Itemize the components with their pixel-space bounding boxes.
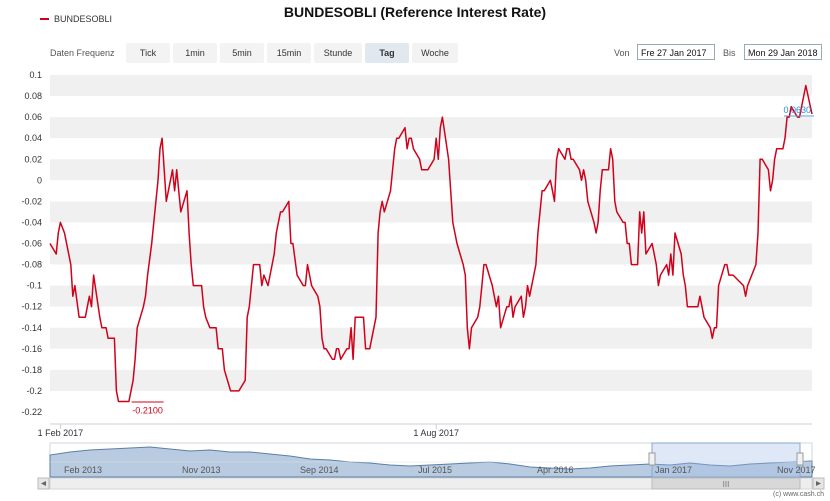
navigator-label: Feb 2013 — [64, 465, 102, 475]
scrollbar-right-button[interactable] — [812, 477, 825, 490]
plot-band — [50, 369, 812, 391]
plot-band — [50, 138, 812, 160]
freq-button-woche[interactable]: Woche — [412, 43, 458, 63]
y-axis: 0.1 0.08 0.06 0.04 0.02 0 -0.02 -0.04 -0.06 -0.08… — [21, 70, 42, 417]
navigator-label: Jan 2017 — [655, 465, 692, 475]
x-tick-label: 1 Aug 2017 — [413, 428, 459, 438]
chart-legend[interactable]: BUNDESOBLI — [40, 14, 112, 24]
navigator-label: Jul 2015 — [418, 465, 452, 475]
plot-band — [50, 159, 812, 181]
freq-button-15min[interactable]: 15min — [267, 43, 311, 63]
scroll-left-arrow-icon — [41, 481, 46, 486]
navigator-labels: Feb 2013 Nov 2013 Sep 2014 Jul 2015 Apr 2016… — [50, 461, 816, 475]
y-tick-label: 0.1 — [29, 70, 42, 80]
series-layer — [49, 84, 813, 403]
navigator-handle-right[interactable] — [796, 452, 804, 466]
y-tick-label: 0.06 — [24, 112, 42, 122]
y-tick-label: 0.02 — [24, 154, 42, 164]
plot-band — [50, 96, 812, 118]
legend-label: BUNDESOBLI — [54, 14, 113, 24]
scrollbar-grip-icon: III — [723, 480, 730, 489]
x-tick-label: 1 Feb 2017 — [38, 428, 84, 438]
y-tick-label: -0.2 — [26, 386, 42, 396]
y-tick-label: -0.08 — [21, 260, 42, 270]
y-tick-label: -0.1 — [26, 281, 42, 291]
y-tick-label: -0.22 — [21, 407, 42, 417]
freq-button-tick[interactable]: Tick — [126, 43, 170, 63]
scrollbar-thumb[interactable] — [651, 477, 801, 490]
plot-band — [50, 264, 812, 286]
y-tick-label: -0.18 — [21, 365, 42, 375]
last-value-label: 0.0630 — [783, 105, 811, 115]
plot-band — [50, 285, 812, 307]
annotations: -0.2100 0.0630 — [131, 105, 814, 415]
plot-band — [50, 306, 812, 328]
freq-button-1min[interactable]: 1min — [173, 43, 217, 63]
plot-band — [50, 390, 812, 412]
navigator-label: Nov 2017 — [777, 465, 816, 475]
y-tick-label: 0.04 — [24, 133, 42, 143]
legend-swatch — [40, 18, 49, 20]
freq-button-tag[interactable]: Tag — [365, 43, 409, 63]
plot-band — [50, 222, 812, 244]
plot-band — [50, 180, 812, 202]
x-axis: 1 Feb 2017 1 Aug 2017 — [38, 423, 812, 438]
y-tick-label: -0.12 — [21, 302, 42, 312]
min-value-label: -0.2100 — [132, 405, 163, 415]
y-tick-label: -0.02 — [21, 196, 42, 206]
frequency-label: Daten Frequenz — [50, 48, 115, 58]
navigator: Feb 2013 Nov 2013 Sep 2014 Jul 2015 Apr 2016… — [37, 442, 825, 490]
plot-band — [50, 243, 812, 265]
plot-band — [50, 201, 812, 223]
freq-button-stunde[interactable]: Stunde — [314, 43, 362, 63]
freq-button-5min[interactable]: 5min — [220, 43, 264, 63]
to-date-input[interactable]: Mon 29 Jan 2018 — [744, 44, 822, 60]
navigator-label: Sep 2014 — [300, 465, 339, 475]
plot-band — [50, 117, 812, 139]
y-tick-label: -0.04 — [21, 217, 42, 227]
from-date-input[interactable]: Fre 27 Jan 2017 — [637, 44, 715, 60]
navigator-label: Nov 2013 — [182, 465, 221, 475]
scroll-right-arrow-icon — [816, 481, 821, 486]
plot-band — [50, 327, 812, 349]
navigator-frame — [49, 442, 813, 478]
y-tick-label: -0.16 — [21, 344, 42, 354]
navigator-label: Apr 2016 — [537, 465, 574, 475]
plot-band — [50, 348, 812, 370]
scrollbar-track[interactable] — [49, 477, 813, 490]
y-tick-label: 0 — [37, 175, 42, 185]
y-tick-label: 0.08 — [24, 91, 42, 101]
plot-bands — [50, 75, 812, 412]
navigator-handle-left[interactable] — [648, 452, 656, 466]
y-tick-label: -0.14 — [21, 323, 42, 333]
copyright-text: (c) www.cash.ch — [773, 491, 824, 498]
navigator-selection[interactable] — [651, 442, 801, 478]
scrollbar-left-button[interactable] — [37, 477, 50, 490]
y-tick-label: -0.06 — [21, 239, 42, 249]
plot-band — [50, 75, 812, 97]
series-line-bundesobli[interactable] — [49, 84, 813, 403]
chart-title: BUNDESOBLI (Reference Interest Rate) — [283, 4, 547, 20]
navigator-series-area — [49, 446, 813, 478]
from-label: Von — [614, 48, 630, 58]
to-label: Bis — [723, 48, 736, 58]
